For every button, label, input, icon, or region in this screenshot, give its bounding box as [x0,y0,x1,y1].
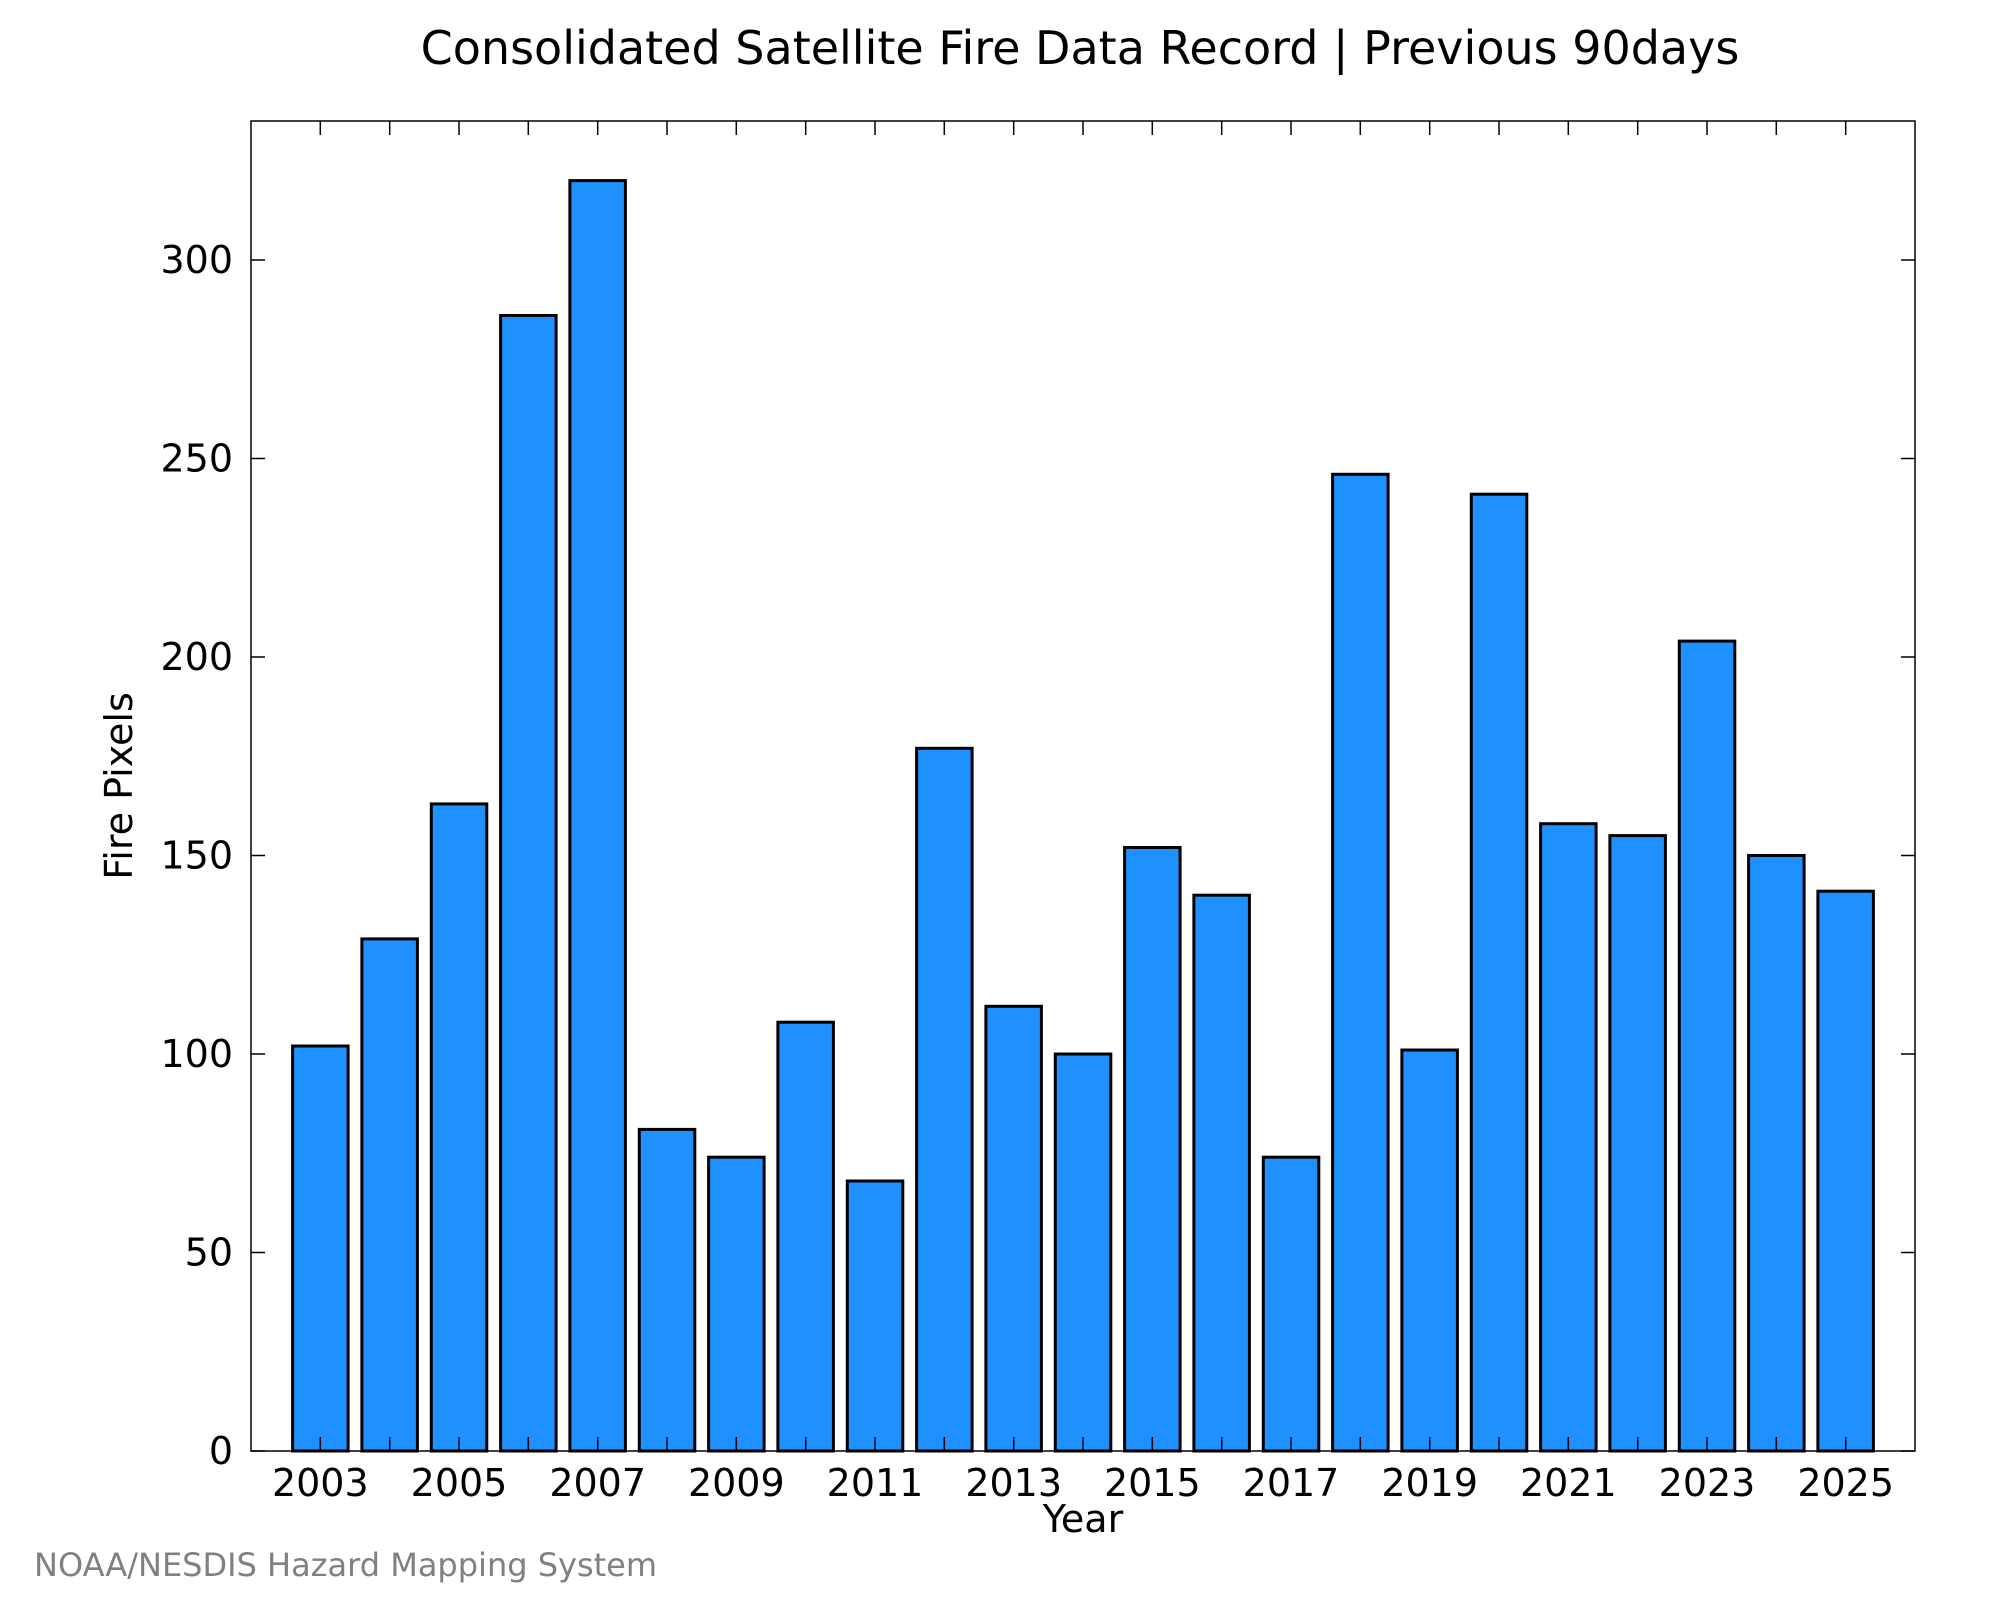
y-axis-label: Fire Pixels [97,692,141,880]
bar-2025 [1816,889,1875,1453]
ticks-group: 2003 2005 2007 2009 2011 2013 2015 2017 2019 2021… [160,121,1915,1505]
x-axis-label: Year [1042,1497,1124,1541]
bar-2010 [776,1020,835,1453]
bars-group [291,179,1875,1453]
y-tick-label-50: 50 [185,1231,233,1275]
x-tick-label-2009: 2009 [688,1461,785,1505]
x-tick-label-2015: 2015 [1104,1461,1201,1505]
y-tick-label-100: 100 [160,1032,233,1076]
y-tick-label-250: 250 [160,437,233,481]
y-tick-label-200: 200 [160,635,233,679]
bar-2016 [1192,893,1251,1453]
x-tick-label-2013: 2013 [965,1461,1062,1505]
x-tick-label-2017: 2017 [1243,1461,1340,1505]
bar-2013 [984,1004,1043,1453]
bar-2014 [1053,1052,1113,1453]
x-tick-label-2011: 2011 [827,1461,924,1505]
x-tick-label-2021: 2021 [1520,1461,1617,1505]
bar-2009 [707,1155,766,1453]
x-tick-label-2023: 2023 [1659,1461,1756,1505]
x-tick-label-2005: 2005 [411,1461,508,1505]
bar-2011 [845,1179,905,1453]
x-tick-label-2025: 2025 [1797,1461,1894,1505]
bar-2015 [1123,846,1182,1453]
bar-2019 [1400,1048,1459,1453]
bar-2022 [1608,834,1667,1453]
y-tick-label-0: 0 [209,1429,233,1473]
x-tick-label-2003: 2003 [272,1461,369,1505]
bar-2006 [499,314,558,1453]
bar-2008 [637,1127,697,1453]
bar-2021 [1539,822,1598,1453]
bar-2018 [1331,472,1390,1453]
bar-2020 [1469,492,1529,1453]
y-tick-label-150: 150 [160,834,233,878]
y-tick-label-300: 300 [160,238,233,282]
chart-title: Consolidated Satellite Fire Data Record … [421,21,1740,76]
bar-2023 [1677,639,1737,1453]
credit-text: NOAA/NESDIS Hazard Mapping System [34,1546,657,1584]
bar-2007 [568,179,627,1453]
bar-2005 [429,802,489,1453]
bar-2017 [1261,1155,1321,1453]
bar-2012 [915,746,974,1453]
bar-2004 [360,937,419,1453]
x-tick-label-2019: 2019 [1381,1461,1478,1505]
bar-2024 [1747,854,1806,1453]
bar-2003 [291,1044,350,1453]
x-tick-label-2007: 2007 [549,1461,646,1505]
